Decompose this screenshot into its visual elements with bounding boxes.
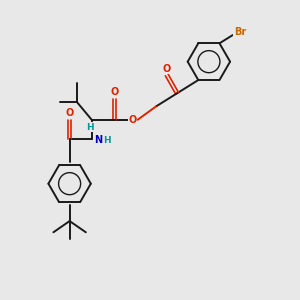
Text: H: H [86, 123, 94, 132]
Text: H: H [103, 136, 111, 145]
Text: O: O [65, 108, 74, 118]
Text: O: O [128, 115, 136, 125]
Text: N: N [94, 135, 102, 146]
Text: O: O [162, 64, 170, 74]
Text: Br: Br [234, 27, 246, 37]
Text: O: O [110, 87, 119, 97]
